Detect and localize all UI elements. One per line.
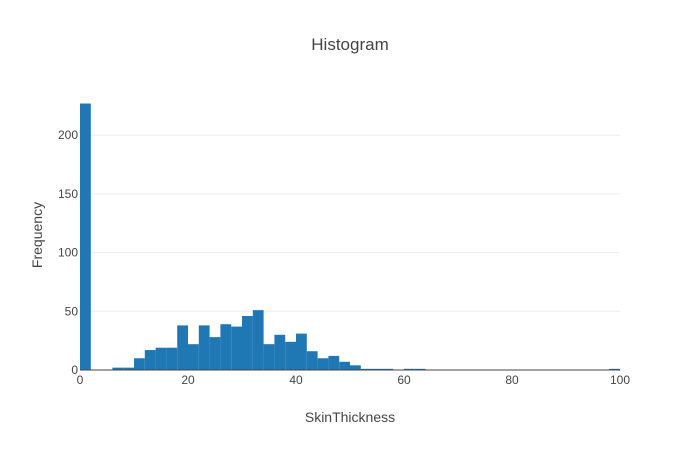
x-tick-label: 40	[289, 373, 303, 387]
histogram-bar[interactable]	[188, 344, 199, 370]
y-tick-label: 0	[71, 363, 78, 377]
histogram-bar[interactable]	[296, 333, 307, 370]
histogram-bar[interactable]	[220, 324, 232, 370]
histogram-bar[interactable]	[382, 368, 394, 370]
gridlines	[80, 134, 620, 312]
histogram-bar[interactable]	[177, 325, 188, 370]
histogram-bar[interactable]	[339, 361, 350, 370]
histogram-bar[interactable]	[231, 326, 242, 370]
histogram-bar[interactable]	[166, 347, 178, 370]
histogram-bar[interactable]	[609, 368, 620, 370]
histogram-bar[interactable]	[123, 367, 134, 370]
histogram-bar[interactable]	[371, 368, 383, 370]
histogram-bar[interactable]	[263, 344, 275, 370]
chart-title: Histogram	[311, 35, 388, 54]
histogram-bar[interactable]	[350, 365, 361, 370]
histogram-bar[interactable]	[414, 368, 426, 370]
histogram-bar[interactable]	[80, 103, 91, 371]
x-tick-label: 20	[181, 373, 195, 387]
y-tick-label: 50	[65, 304, 79, 318]
x-tick-label: 0	[77, 373, 84, 387]
histogram-bar[interactable]	[252, 310, 264, 370]
y-tick-label: 100	[58, 246, 78, 260]
axes: 0 20 40 60 80 100 0 50 100 150 200	[58, 128, 630, 387]
histogram-bar[interactable]	[274, 334, 286, 370]
x-tick-label: 80	[505, 373, 519, 387]
histogram-bar[interactable]	[144, 350, 156, 370]
histogram-bar[interactable]	[112, 367, 124, 370]
histogram-bar[interactable]	[242, 316, 253, 370]
y-axis-title: Frequency	[29, 202, 45, 268]
histogram-bar[interactable]	[306, 351, 318, 370]
histogram-bar[interactable]	[285, 341, 296, 370]
histogram-bar[interactable]	[360, 368, 372, 370]
histogram-bar[interactable]	[198, 325, 210, 370]
y-tick-label: 150	[58, 187, 78, 201]
x-axis-title: SkinThickness	[305, 409, 395, 425]
histogram-bar[interactable]	[134, 358, 145, 370]
histogram-bar[interactable]	[155, 347, 167, 370]
y-tick-label: 200	[58, 128, 78, 142]
histogram-bar[interactable]	[404, 368, 415, 370]
histogram-bar[interactable]	[328, 355, 340, 370]
histogram-bar[interactable]	[317, 358, 329, 370]
x-tick-label: 100	[610, 373, 630, 387]
histogram-bar[interactable]	[209, 337, 221, 370]
x-tick-label: 60	[397, 373, 411, 387]
histogram-bars	[80, 103, 620, 371]
